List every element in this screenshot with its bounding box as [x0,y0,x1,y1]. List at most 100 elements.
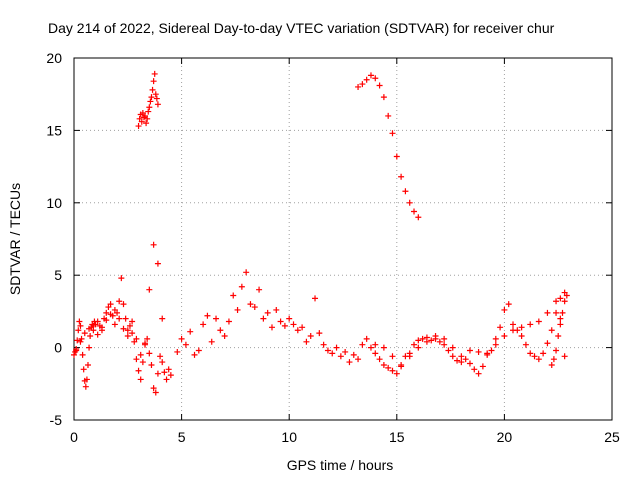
point-1-17 [146,286,153,293]
point-3-8 [208,338,215,345]
point-3-42 [355,356,362,363]
point-3-1 [178,335,185,342]
point-4-15 [501,333,508,340]
point-3-67 [462,356,469,363]
point-2-3 [138,118,145,125]
series-mid-low [174,269,568,377]
point-0-0 [71,351,77,358]
point-3-6 [200,321,207,328]
point-0-9 [80,366,87,373]
y-tick-label-4: 15 [46,122,62,138]
point-3-26 [286,315,293,322]
point-0-54 [165,366,172,373]
point-3-70 [475,370,482,377]
point-5-7 [563,292,570,299]
point-3-49 [385,364,392,371]
point-4-7 [432,333,439,340]
point-3-28 [294,327,301,334]
point-5-5 [559,309,566,316]
point-3-59 [428,337,435,344]
point-3-0 [174,348,181,355]
y-tick-label-2: 5 [54,267,62,283]
point-3-24 [277,318,284,325]
y-tick-label-0: -5 [50,412,63,428]
series-mid-high [355,72,422,221]
y-tick-label-1: 0 [54,340,62,356]
grid [74,58,612,420]
point-4-19 [535,318,542,325]
point-1-3 [86,325,93,332]
point-1-19 [154,260,161,267]
point-4-0 [372,341,379,348]
point-6-2 [363,76,370,83]
point-0-27 [107,301,114,308]
data-points [71,70,570,396]
point-4-2 [389,353,396,360]
point-3-2 [182,341,189,348]
point-3-62 [441,341,448,348]
point-3-81 [522,341,529,348]
point-4-20 [544,309,551,316]
point-4-13 [484,350,491,357]
series-mid-low-alt [372,298,568,368]
point-2-16 [152,91,159,98]
point-3-46 [372,350,379,357]
point-1-16 [142,340,149,347]
point-0-21 [94,318,101,325]
point-1-13 [129,318,136,325]
point-3-39 [342,348,349,355]
series-early-low [71,275,174,396]
point-4-6 [423,338,430,345]
point-0-29 [111,321,118,328]
point-0-14 [86,344,93,351]
point-3-7 [204,312,211,319]
point-2-8 [144,115,151,122]
point-0-36 [126,322,133,329]
point-3-12 [225,318,232,325]
point-0-31 [116,298,123,305]
point-3-77 [505,301,512,308]
point-6-13 [411,208,418,215]
point-3-78 [510,321,517,328]
point-4-21 [553,298,560,305]
point-0-13 [84,361,91,368]
point-3-3 [187,328,194,335]
point-3-45 [367,344,374,351]
point-0-42 [139,359,146,366]
point-0-5 [76,318,83,325]
point-0-4 [75,327,82,334]
point-4-18 [527,321,534,328]
point-3-20 [260,315,267,322]
point-0-39 [133,356,140,363]
point-3-30 [303,338,310,345]
point-1-7 [103,317,110,324]
point-2-18 [154,101,161,108]
point-1-1 [77,338,84,345]
x-tick-label-5: 25 [604,429,620,445]
point-2-11 [147,98,154,105]
x-axis-label: GPS time / hours [287,457,394,473]
point-3-9 [213,315,220,322]
point-0-15 [87,333,94,340]
point-0-53 [163,376,170,383]
point-6-5 [376,82,383,89]
point-1-12 [124,333,131,340]
point-1-10 [116,315,123,322]
point-0-48 [152,389,159,396]
series-early-low-alt [73,241,166,358]
point-3-68 [466,360,473,367]
point-5-4 [557,321,564,328]
point-4-17 [518,324,525,331]
point-0-52 [161,369,168,376]
point-4-11 [466,347,473,354]
point-3-71 [479,363,486,370]
point-1-0 [73,347,80,354]
point-3-85 [540,350,547,357]
point-2-12 [148,94,155,101]
point-3-57 [419,335,426,342]
point-1-15 [137,351,144,358]
point-0-6 [77,322,84,329]
point-0-35 [124,327,131,334]
point-3-84 [535,356,542,363]
point-0-25 [103,309,110,316]
